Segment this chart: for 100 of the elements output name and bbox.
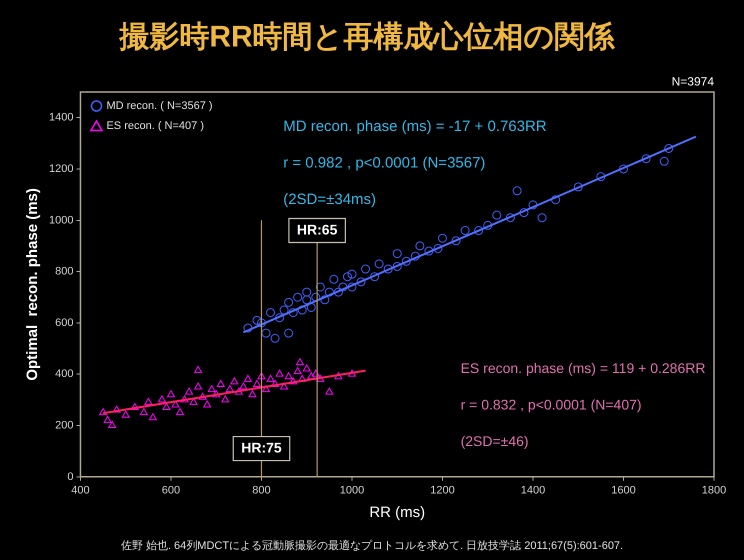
point [302, 288, 312, 297]
point [243, 324, 252, 333]
point [176, 408, 184, 416]
point [452, 236, 461, 246]
point [348, 370, 356, 377]
point [266, 308, 276, 318]
point [212, 390, 220, 398]
point [660, 156, 669, 166]
x-axis-title: RR (ms) [369, 504, 426, 522]
point [492, 210, 502, 220]
text: N=3974 [672, 74, 714, 88]
point [325, 388, 334, 395]
legend-label: ES recon. ( N=407 ) [106, 120, 204, 132]
point [221, 395, 230, 402]
annotation: HR:75 [241, 439, 282, 456]
point [415, 241, 424, 250]
point [248, 390, 256, 398]
point [293, 292, 302, 302]
point [370, 272, 380, 282]
point [271, 380, 280, 387]
annotation: (2SD=±34ms) [283, 190, 376, 208]
point [104, 416, 112, 423]
point [642, 154, 651, 164]
chart-title: 撮影時RR時間と再構成心位相の関係 [118, 19, 616, 54]
annotation: HR:65 [296, 221, 338, 238]
point [203, 400, 212, 408]
annotation: r = 0.832 , p<0.0001 (N=407) [460, 396, 642, 412]
point [574, 182, 583, 192]
point [374, 259, 384, 268]
point [512, 186, 522, 196]
point [167, 390, 175, 398]
point [252, 316, 262, 325]
y-tick-label: 1400 [48, 112, 74, 124]
point [226, 385, 234, 392]
point [519, 208, 528, 218]
point [258, 372, 266, 380]
point [190, 398, 198, 405]
point [112, 406, 121, 413]
point [284, 372, 293, 380]
point [208, 385, 216, 392]
point [410, 252, 420, 261]
point [194, 366, 202, 373]
point [284, 298, 294, 307]
x-tick-label: 1800 [702, 484, 726, 496]
x-tick-label: 1200 [430, 484, 455, 496]
y-tick-label: 1200 [48, 162, 74, 175]
y-tick-label: 200 [55, 420, 74, 432]
point [618, 164, 628, 174]
point [551, 195, 560, 204]
point [392, 262, 402, 271]
point [108, 420, 116, 428]
y-tick-label: 1000 [48, 214, 74, 226]
y-tick-label: 600 [55, 316, 74, 329]
y-tick-label: 0 [67, 470, 74, 483]
point [262, 385, 270, 392]
point [506, 213, 515, 222]
point [438, 234, 447, 243]
annotation: r = 0.982 , p<0.0001 (N=3567) [283, 154, 486, 172]
point [284, 328, 294, 338]
point [234, 388, 243, 395]
annotation: MD recon. phase (ms) = -17 + 0.763RR [283, 118, 547, 135]
point [361, 264, 370, 274]
point [316, 374, 324, 382]
point [262, 328, 271, 338]
point [276, 370, 284, 377]
point [230, 377, 238, 384]
x-tick-label: 1000 [340, 484, 364, 496]
point [239, 382, 248, 390]
legend-label: MD recon. ( N=3567 ) [106, 100, 213, 112]
y-tick-label: 400 [55, 368, 74, 380]
point [198, 392, 207, 400]
point [298, 374, 306, 382]
point [596, 172, 606, 182]
point [334, 372, 342, 380]
point [252, 380, 261, 387]
point [275, 313, 284, 322]
point [316, 282, 325, 292]
point [433, 244, 442, 253]
x-tick-label: 400 [71, 484, 90, 496]
x-tick-label: 600 [162, 484, 180, 496]
point [194, 382, 202, 390]
text: 佐野 始也. 64列MDCTによる冠動脈撮影の最適なプロトコルを求めて. 日放技学誌 2011;67(5):601-607. [120, 539, 624, 552]
point [162, 403, 170, 410]
point [312, 370, 320, 377]
point [307, 372, 316, 380]
point [180, 395, 189, 402]
point [294, 367, 302, 374]
x-tick-label: 1400 [520, 484, 546, 496]
point [324, 288, 334, 297]
point [256, 318, 266, 328]
point [460, 226, 470, 236]
point [483, 220, 492, 230]
point [338, 282, 348, 292]
point [356, 277, 366, 286]
point [347, 282, 356, 292]
point [664, 144, 674, 153]
point [140, 408, 148, 416]
point [280, 382, 288, 390]
y-axis-title: Optimal recon. phase (ms) [24, 188, 42, 381]
point [334, 288, 343, 297]
